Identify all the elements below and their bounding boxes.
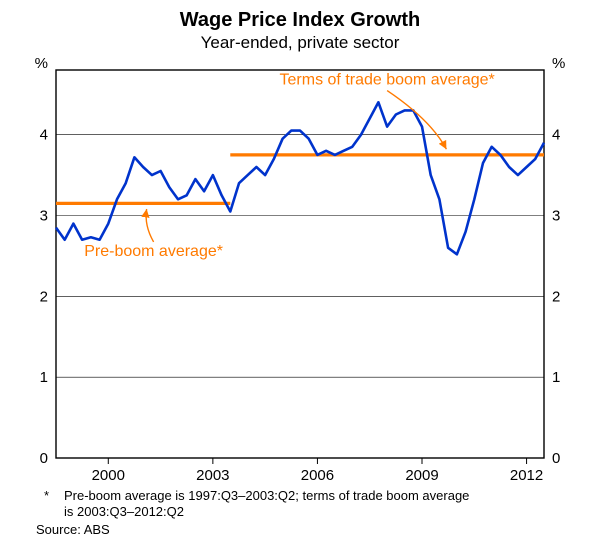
ytick-left: 3 (40, 208, 48, 225)
ytick-right: 4 (552, 127, 560, 144)
boom-label: Terms of trade boom average* (280, 72, 495, 89)
ytick-left: 4 (40, 127, 48, 144)
ytick-right: 0 (552, 450, 560, 467)
chart-subtitle: Year-ended, private sector (201, 33, 400, 52)
pre-boom-label: Pre-boom average* (84, 243, 223, 260)
y-unit-left: % (35, 55, 48, 72)
ytick-left: 0 (40, 450, 48, 467)
chart-title: Wage Price Index Growth (180, 9, 420, 31)
source-label: Source: ABS (36, 522, 110, 537)
xtick-label: 2012 (510, 467, 543, 484)
wage-price-index-chart: Wage Price Index Growth Year-ended, priva… (0, 0, 600, 548)
ytick-right: 3 (552, 208, 560, 225)
footnote-line2: is 2003:Q3–2012:Q2 (64, 504, 184, 519)
xtick-label: 2006 (301, 467, 334, 484)
footnote-line1: Pre-boom average is 1997:Q3–2003:Q2; ter… (64, 488, 469, 503)
ytick-left: 1 (40, 369, 48, 386)
ytick-left: 2 (40, 288, 48, 305)
ytick-right: 2 (552, 288, 560, 305)
xtick-label: 2000 (92, 467, 125, 484)
y-unit-right: % (552, 55, 565, 72)
ytick-right: 1 (552, 369, 560, 386)
xtick-label: 2003 (196, 467, 229, 484)
footnote-marker: * (44, 488, 49, 503)
xtick-label: 2009 (405, 467, 438, 484)
